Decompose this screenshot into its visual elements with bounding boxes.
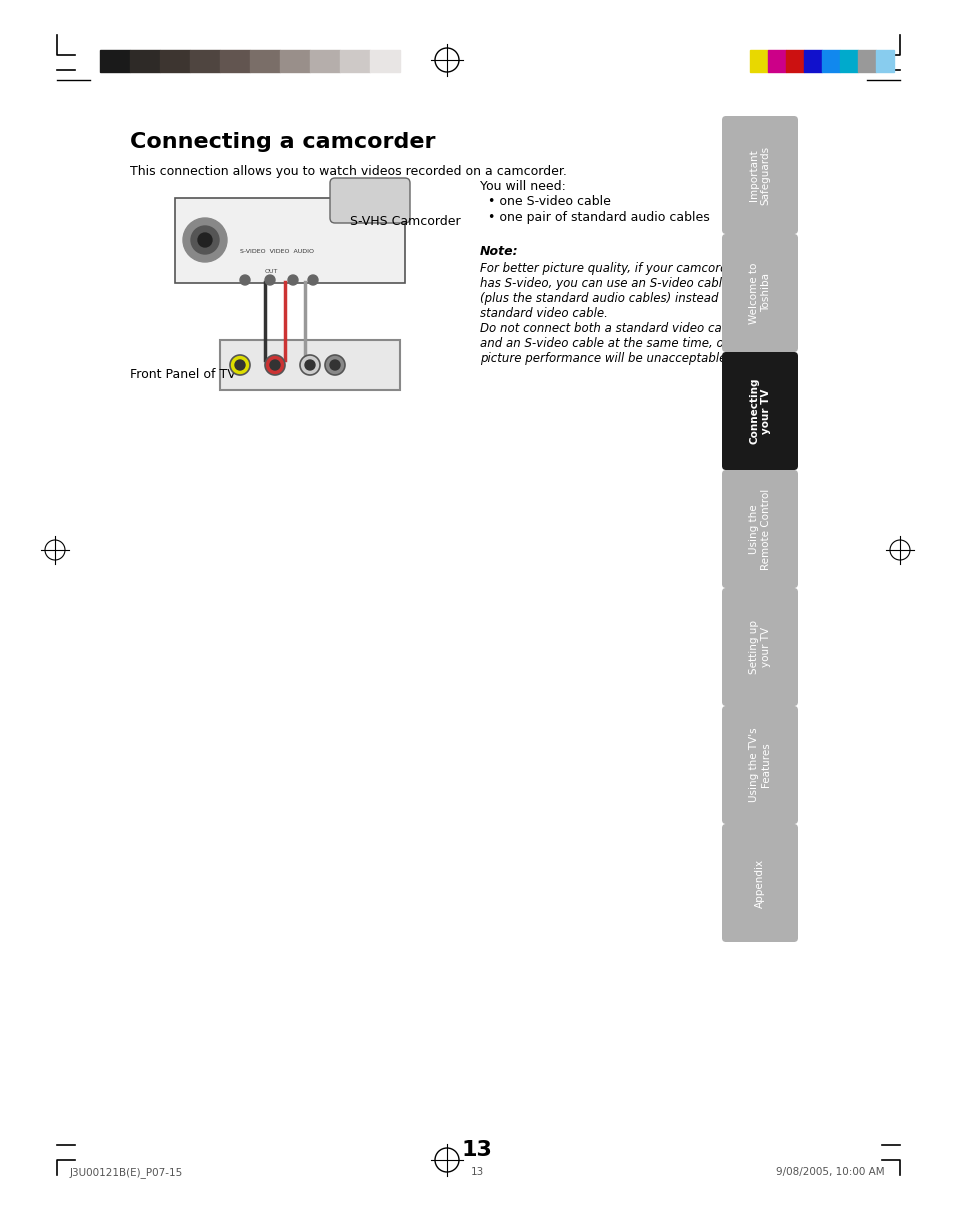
FancyBboxPatch shape: [721, 116, 797, 234]
Circle shape: [240, 275, 250, 285]
Text: For better picture quality, if your camcorder: For better picture quality, if your camc…: [479, 262, 739, 275]
Text: picture performance will be unacceptable.: picture performance will be unacceptable…: [479, 352, 729, 365]
Circle shape: [230, 355, 250, 375]
Text: • one S-video cable: • one S-video cable: [488, 195, 610, 208]
Text: 9/08/2005, 10:00 AM: 9/08/2005, 10:00 AM: [776, 1167, 884, 1177]
FancyBboxPatch shape: [721, 589, 797, 706]
Circle shape: [265, 355, 285, 375]
Text: standard video cable.: standard video cable.: [479, 308, 607, 320]
Bar: [339, 50, 370, 71]
Text: Using the
Remote Control: Using the Remote Control: [748, 488, 770, 569]
Bar: [220, 50, 250, 71]
Bar: [174, 199, 405, 283]
Circle shape: [299, 355, 319, 375]
Circle shape: [308, 275, 317, 285]
Bar: [310, 50, 339, 71]
Bar: [280, 50, 310, 71]
FancyBboxPatch shape: [721, 706, 797, 823]
Bar: [250, 50, 280, 71]
Bar: [190, 50, 220, 71]
Text: Appendix: Appendix: [754, 859, 764, 907]
Bar: [875, 50, 893, 71]
Bar: [370, 50, 399, 71]
Circle shape: [183, 218, 227, 262]
Text: Setting up
your TV: Setting up your TV: [748, 620, 770, 675]
Bar: [767, 50, 785, 71]
Text: S-VIDEO  VIDEO  AUDIO: S-VIDEO VIDEO AUDIO: [240, 249, 314, 254]
Text: • one pair of standard audio cables: • one pair of standard audio cables: [488, 211, 709, 224]
FancyBboxPatch shape: [330, 178, 410, 223]
Bar: [130, 50, 160, 71]
Circle shape: [234, 360, 245, 371]
Text: (plus the standard audio cables) instead of a: (plus the standard audio cables) instead…: [479, 292, 744, 305]
Bar: [857, 50, 875, 71]
Text: Front Panel of TV: Front Panel of TV: [130, 368, 235, 381]
FancyBboxPatch shape: [721, 234, 797, 352]
Text: Do not connect both a standard video cable: Do not connect both a standard video cab…: [479, 322, 739, 335]
Circle shape: [270, 360, 280, 371]
Bar: [803, 50, 821, 71]
Text: Important
Safeguards: Important Safeguards: [748, 145, 770, 205]
Text: 13: 13: [461, 1140, 492, 1160]
FancyBboxPatch shape: [721, 470, 797, 589]
Text: Connecting a camcorder: Connecting a camcorder: [130, 132, 435, 153]
Circle shape: [265, 275, 274, 285]
Text: S-VHS Camcorder: S-VHS Camcorder: [350, 216, 460, 228]
Circle shape: [288, 275, 297, 285]
Text: Using the TV's
Features: Using the TV's Features: [748, 728, 770, 803]
Bar: [220, 340, 399, 390]
Bar: [785, 50, 803, 71]
Circle shape: [325, 355, 345, 375]
Text: Connecting
your TV: Connecting your TV: [748, 378, 770, 444]
Text: This connection allows you to watch videos recorded on a camcorder.: This connection allows you to watch vide…: [130, 165, 566, 178]
Text: 13: 13: [470, 1167, 483, 1177]
Circle shape: [305, 360, 314, 371]
Text: Note:: Note:: [479, 245, 518, 258]
Bar: [160, 50, 190, 71]
FancyBboxPatch shape: [721, 352, 797, 470]
FancyBboxPatch shape: [721, 823, 797, 942]
Bar: [749, 50, 767, 71]
Text: Welcome to
Toshiba: Welcome to Toshiba: [748, 263, 770, 323]
Bar: [821, 50, 840, 71]
Text: OUT: OUT: [265, 269, 278, 274]
Bar: [840, 50, 857, 71]
Text: J3U00121B(E)_P07-15: J3U00121B(E)_P07-15: [70, 1167, 183, 1178]
Circle shape: [198, 233, 212, 247]
Circle shape: [330, 360, 339, 371]
Text: has S-video, you can use an S-video cable: has S-video, you can use an S-video cabl…: [479, 277, 728, 289]
Circle shape: [191, 226, 219, 254]
Text: and an S-video cable at the same time, or the: and an S-video cable at the same time, o…: [479, 337, 751, 350]
Text: You will need:: You will need:: [479, 180, 565, 193]
Bar: [100, 50, 130, 71]
